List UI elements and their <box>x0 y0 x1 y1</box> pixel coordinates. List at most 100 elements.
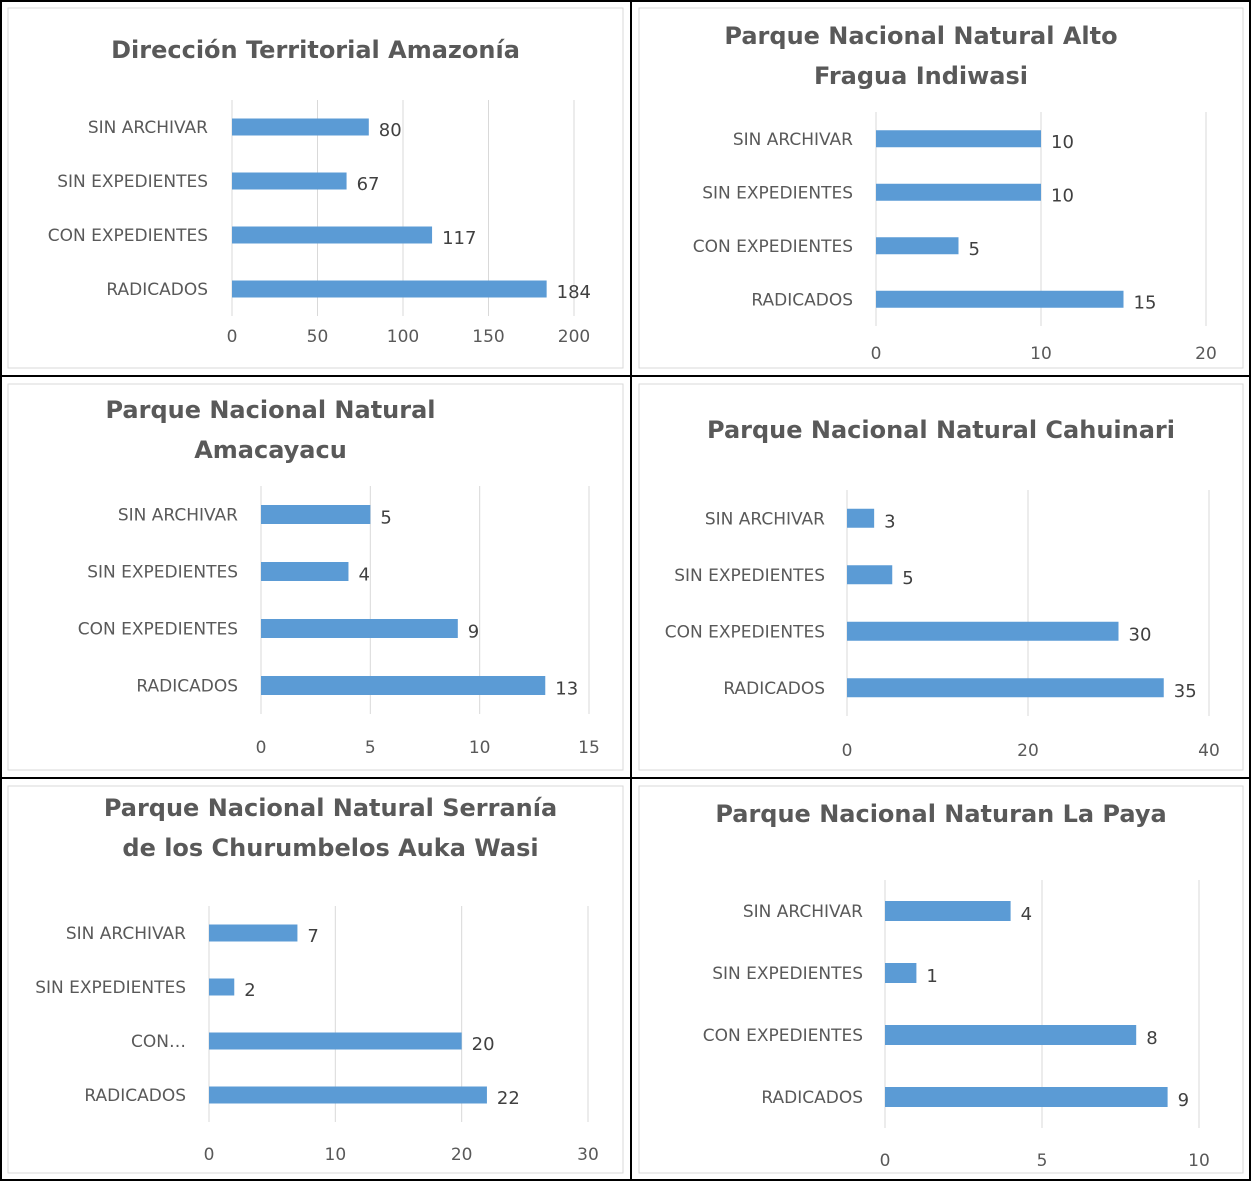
category-label-radicados: RADICADOS <box>84 1086 186 1106</box>
category-label-sin-archivar: SIN ARCHIVAR <box>743 902 863 922</box>
chart-svg: Dirección Territorial Amazonía 0 50 100 150 2… <box>7 7 624 369</box>
x-tick-label: 0 <box>204 1145 215 1165</box>
category-label-sin-expedientes: SIN EXPEDIENTES <box>702 183 853 203</box>
data-label-con-expedientes: 30 <box>1129 624 1152 645</box>
chart-la-paya: Parque Nacional Naturan La Paya 0 5 10 SIN A… <box>631 778 1251 1181</box>
bar-sin-archivar <box>261 505 371 524</box>
x-tick-label: 0 <box>256 738 267 758</box>
category-label-sin-archivar: SIN ARCHIVAR <box>118 506 238 526</box>
chart-serrania-churumbelos: Parque Nacional Natural Serranía de los C… <box>0 778 631 1181</box>
bar-sin-archivar <box>209 924 298 942</box>
category-label-sin-expedientes: SIN EXPEDIENTES <box>712 964 863 984</box>
x-tick-label: 20 <box>1195 344 1217 364</box>
bar-sin-expedientes <box>847 565 893 585</box>
bar-sin-expedientes <box>232 172 347 190</box>
bar-sin-expedientes <box>885 963 917 983</box>
category-label-radicados: RADICADOS <box>761 1088 863 1108</box>
x-tick-label: 0 <box>871 344 882 364</box>
bar-radicados <box>885 1087 1168 1107</box>
category-label-sin-archivar: SIN ARCHIVAR <box>705 509 825 529</box>
x-tick-label: 20 <box>1017 741 1039 761</box>
data-label-sin-expedientes: 67 <box>357 174 380 195</box>
chart-title-line: Amacayacu <box>194 436 347 464</box>
data-label-radicados: 35 <box>1174 681 1197 702</box>
data-label-sin-archivar: 80 <box>379 120 402 141</box>
data-label-con-expedientes: 8 <box>1146 1028 1157 1049</box>
data-label-sin-archivar: 5 <box>380 508 391 529</box>
bar-con-expedientes <box>885 1025 1137 1045</box>
data-label-radicados: 13 <box>555 679 578 700</box>
bar-radicados <box>876 290 1124 308</box>
data-label-radicados: 9 <box>1178 1090 1189 1111</box>
bar-con-expedientes <box>847 621 1119 641</box>
chart-title-line: Parque Nacional Naturan La Paya <box>715 800 1166 828</box>
x-tick-label: 30 <box>577 1145 599 1165</box>
data-label-radicados: 15 <box>1134 292 1157 313</box>
data-label-con-expedientes: 5 <box>969 239 980 260</box>
bar-sin-archivar <box>876 130 1041 148</box>
category-label-radicados: RADICADOS <box>136 677 238 697</box>
data-label-sin-expedientes: 2 <box>244 980 255 1001</box>
category-label-con-expedientes: CON EXPEDIENTES <box>703 1026 863 1046</box>
x-tick-label: 0 <box>227 327 238 347</box>
x-tick-label: 100 <box>387 327 419 347</box>
bar-sin-archivar <box>847 508 875 528</box>
category-label-sin-expedientes: SIN EXPEDIENTES <box>674 566 825 586</box>
x-tick-label: 150 <box>472 327 504 347</box>
x-tick-label: 15 <box>578 738 600 758</box>
category-label-sin-expedientes: SIN EXPEDIENTES <box>87 563 238 583</box>
x-tick-label: 0 <box>880 1151 891 1171</box>
x-tick-label: 0 <box>842 741 853 761</box>
chart-amacayacu: Parque Nacional Natural Amacayacu 0 5 10 15 SI… <box>0 376 631 778</box>
chart-title-line: Parque Nacional Natural Serranía <box>104 794 557 822</box>
chart-title-line: Parque Nacional Natural Alto <box>724 22 1117 50</box>
chart-svg: Parque Nacional Natural Amacayacu 0 5 10 15 SI… <box>7 383 624 771</box>
category-label-radicados: RADICADOS <box>751 290 853 310</box>
data-label-sin-archivar: 3 <box>884 511 895 532</box>
category-label-sin-expedientes: SIN EXPEDIENTES <box>57 172 208 192</box>
data-label-radicados: 22 <box>497 1088 520 1109</box>
category-label-radicados: RADICADOS <box>106 280 208 300</box>
chart-title-line: de los Churumbelos Auka Wasi <box>122 834 538 862</box>
bar-con-expedientes <box>261 619 458 638</box>
bar-radicados <box>847 678 1164 698</box>
data-label-sin-expedientes: 10 <box>1051 185 1074 206</box>
chart-svg: Parque Nacional Natural Cahuinari 0 20 40 SI… <box>638 383 1244 771</box>
data-label-sin-expedientes: 5 <box>902 568 913 589</box>
x-tick-label: 200 <box>558 327 590 347</box>
data-label-sin-archivar: 7 <box>307 926 318 947</box>
chart-title-line: Parque Nacional Natural <box>105 396 435 424</box>
x-tick-label: 40 <box>1198 741 1220 761</box>
chart-svg: Parque Nacional Naturan La Paya 0 5 10 SIN A… <box>638 785 1244 1174</box>
data-label-con-expedientes: 117 <box>442 228 476 249</box>
chart-svg: Parque Nacional Natural Alto Fragua Indiw… <box>638 7 1244 369</box>
chart-svg: Parque Nacional Natural Serranía de los C… <box>7 785 624 1174</box>
data-label-sin-archivar: 10 <box>1051 132 1074 153</box>
category-label-con-expedientes: CON EXPEDIENTES <box>693 237 853 257</box>
category-label-sin-expedientes: SIN EXPEDIENTES <box>35 978 186 998</box>
bar-sin-archivar <box>232 118 369 136</box>
category-label-con-expedientes: CON EXPEDIENTES <box>665 622 825 642</box>
data-label-sin-archivar: 4 <box>1021 904 1032 925</box>
chart-title-line: Fragua Indiwasi <box>814 62 1028 90</box>
chart-title-line: Parque Nacional Natural Cahuinari <box>707 416 1175 444</box>
bar-con-expedientes <box>876 237 959 255</box>
x-tick-label: 5 <box>365 738 376 758</box>
chart-cahuinari: Parque Nacional Natural Cahuinari 0 20 40 SI… <box>631 376 1251 778</box>
chart-alto-fragua-indiwasi: Parque Nacional Natural Alto Fragua Indiw… <box>631 0 1251 376</box>
x-tick-label: 10 <box>325 1145 347 1165</box>
x-tick-label: 10 <box>1188 1151 1210 1171</box>
data-label-con-expedientes: 9 <box>468 622 479 643</box>
data-label-con-expedientes: 20 <box>472 1034 495 1055</box>
category-label-sin-archivar: SIN ARCHIVAR <box>733 130 853 150</box>
bar-sin-expedientes <box>261 562 349 581</box>
x-tick-label: 20 <box>451 1145 473 1165</box>
category-label-con-expedientes: CON EXPEDIENTES <box>48 226 208 246</box>
x-tick-label: 5 <box>1037 1151 1048 1171</box>
category-label-con-expedientes: CON EXPEDIENTES <box>78 620 238 640</box>
data-label-sin-expedientes: 4 <box>358 565 369 586</box>
bar-radicados <box>232 280 547 298</box>
category-label-sin-archivar: SIN ARCHIVAR <box>88 118 208 138</box>
chart-direccion-territorial-amazonia: Dirección Territorial Amazonía 0 50 100 150 2… <box>0 0 631 376</box>
